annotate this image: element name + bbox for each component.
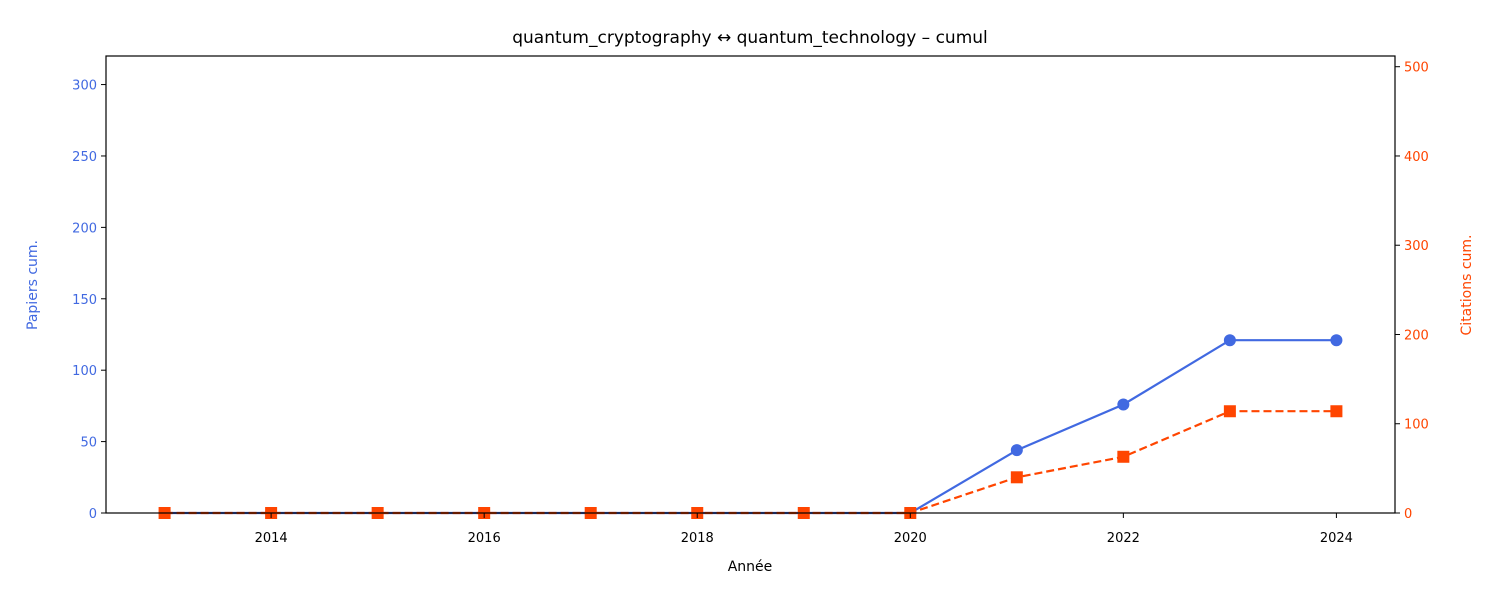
papers-data-point: [1117, 398, 1130, 411]
right-y-tick-label: 200: [1404, 328, 1429, 343]
x-tick-label: 2024: [1320, 531, 1353, 546]
x-axis-label: Année: [728, 559, 773, 575]
left-y-tick-label: 0: [89, 507, 97, 522]
right-y-tick-label: 300: [1404, 239, 1429, 254]
left-y-tick-label: 200: [72, 221, 97, 236]
x-tick-label: 2018: [681, 531, 714, 546]
x-tick-label: 2022: [1107, 531, 1140, 546]
plot-area: [158, 334, 1343, 519]
citations-series-line: [164, 410, 1337, 515]
papers-data-point: [1010, 444, 1023, 457]
left-y-tick-label: 300: [72, 79, 97, 94]
x-tick-label: 2020: [894, 531, 927, 546]
left-y-tick-label: 150: [72, 293, 97, 308]
citations-data-point: [1010, 471, 1023, 484]
x-tick-label: 2016: [468, 531, 501, 546]
papers-data-point: [1330, 334, 1343, 347]
papers-data-point: [1223, 334, 1236, 347]
citations-data-point: [1223, 405, 1236, 418]
right-y-tick-label: 400: [1404, 150, 1429, 165]
right-y-axis-label: Citations cum.: [1459, 235, 1475, 336]
left-y-axis: 0 50 100 150 200 250 300: [72, 79, 106, 522]
left-y-tick-label: 250: [72, 150, 97, 165]
plot-frame: [105, 55, 1396, 514]
left-y-tick-label: 100: [72, 364, 97, 379]
right-y-tick-label: 0: [1404, 507, 1412, 522]
x-axis: 2014 2016 2018 2020 2022 2024: [255, 513, 1353, 546]
x-tick-label: 2014: [255, 531, 288, 546]
left-y-tick-label: 50: [80, 436, 97, 451]
right-y-axis: 0 100 200 300 400 500: [1395, 61, 1429, 522]
right-y-tick-label: 100: [1404, 418, 1429, 433]
right-y-tick-label: 500: [1404, 61, 1429, 76]
papers-series-line: [164, 339, 1337, 515]
citations-data-point: [1117, 450, 1130, 463]
left-y-axis-label: Papiers cum.: [25, 240, 41, 330]
citations-data-point: [1330, 405, 1343, 418]
chart-title: quantum_cryptography ↔ quantum_technolog…: [512, 28, 988, 48]
